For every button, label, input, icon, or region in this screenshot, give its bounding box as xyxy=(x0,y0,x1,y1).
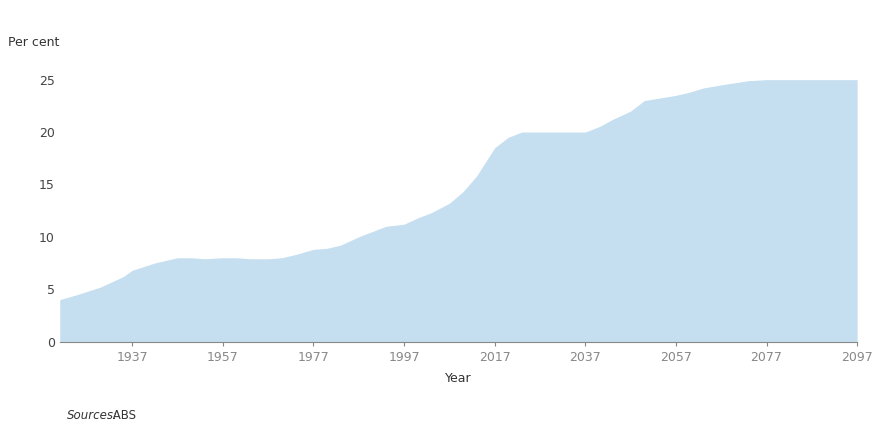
Text: Per cent: Per cent xyxy=(8,36,59,49)
X-axis label: Year: Year xyxy=(445,372,472,385)
Text: Sources:: Sources: xyxy=(67,409,117,422)
Text: ABS: ABS xyxy=(109,409,136,422)
